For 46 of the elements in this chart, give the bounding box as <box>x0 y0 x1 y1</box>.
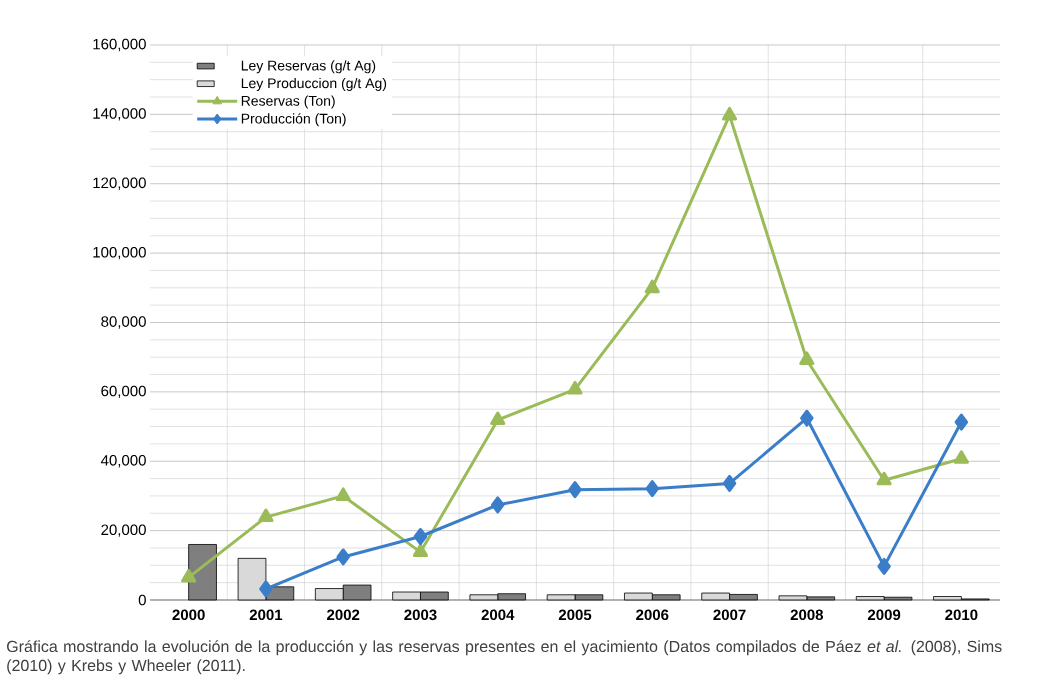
point <box>644 279 660 294</box>
point <box>413 528 428 546</box>
text: Gráfica mostrando la evolución de la producción y las reservas presentes en el yacimiento (Datos compilados de Páez et al. (2008), Sims (2010) y Krebs y Wheeler (2011). <box>7 640 1002 675</box>
y-tick-label: 140,000 <box>93 108 146 121</box>
x-tick-label: 2002 <box>327 609 360 621</box>
x-tick-label: 2008 <box>790 609 824 621</box>
point <box>490 411 506 425</box>
point <box>567 380 583 395</box>
point <box>259 580 273 598</box>
point <box>335 487 351 501</box>
y-tick-label: 0 <box>138 594 146 606</box>
y-tick-label: 20,000 <box>101 524 146 537</box>
point <box>258 508 274 523</box>
point <box>877 557 891 575</box>
x-tick-label: 2003 <box>404 609 437 621</box>
x-tick-label: 2004 <box>481 609 515 621</box>
point <box>799 351 815 365</box>
x-tick-label: 2006 <box>636 609 669 621</box>
point <box>876 471 892 486</box>
x-tick-label: 2009 <box>867 609 901 621</box>
x-tick-label: 2005 <box>558 609 592 621</box>
y-tick-label: 120,000 <box>93 177 146 190</box>
legend-label: Ley Produccion (g/t Ag) <box>241 77 387 91</box>
x-tick-label: 2001 <box>249 609 283 621</box>
y-tick-label: 40,000 <box>100 455 146 468</box>
point <box>645 480 660 498</box>
point <box>800 409 814 427</box>
point <box>568 481 582 499</box>
legend-label: Ley Reservas (g/t Ag) <box>241 60 376 74</box>
x-tick-label: 2010 <box>945 609 978 621</box>
point <box>412 543 429 558</box>
y-tick-label: 160,000 <box>93 38 146 52</box>
y-tick-label: 60,000 <box>101 385 146 399</box>
legend-label: Producción (Ton) <box>241 113 346 127</box>
x-tick-label: 2000 <box>172 609 205 621</box>
point <box>181 568 197 583</box>
y-tick-label: 100,000 <box>93 246 146 260</box>
point <box>722 474 737 492</box>
point <box>722 106 738 121</box>
point <box>490 496 505 514</box>
x-tick-label: 2007 <box>713 609 746 621</box>
point <box>336 548 350 566</box>
legend-label: Reservas (Ton) <box>241 95 335 109</box>
point <box>954 413 969 431</box>
y-tick-label: 80,000 <box>101 316 146 329</box>
point <box>953 450 969 464</box>
